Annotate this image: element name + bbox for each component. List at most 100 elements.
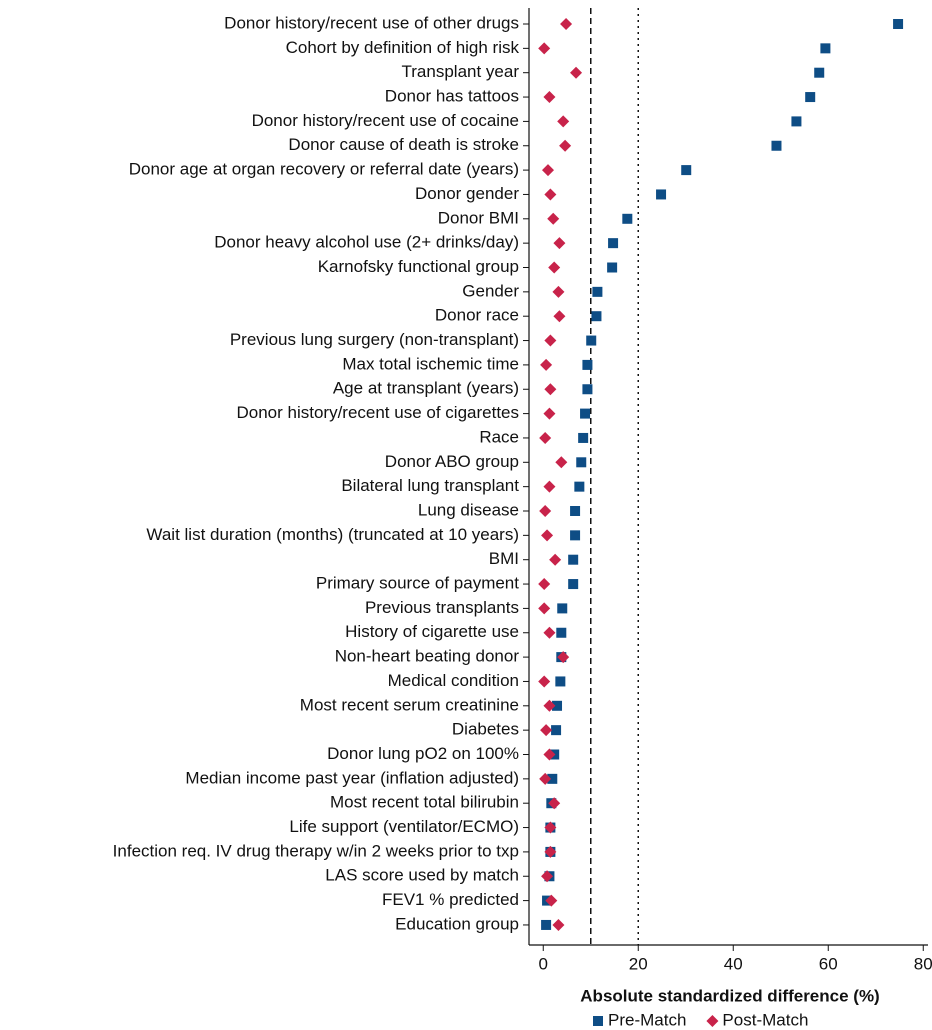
y-tick-label: Most recent serum creatinine (300, 695, 519, 714)
post-match-point (559, 139, 572, 152)
y-tick-label: Life support (ventilator/ECMO) (289, 817, 519, 836)
pre-match-point (820, 43, 831, 54)
pre-match-point (582, 384, 593, 395)
y-tick-label: Wait list duration (months) (truncated a… (146, 525, 519, 544)
pre-match-point (568, 554, 579, 565)
post-match-point (543, 699, 556, 712)
post-match-point (549, 553, 562, 566)
post-match-point (547, 212, 560, 225)
post-match-point (538, 675, 551, 688)
pre-match-point (556, 627, 567, 638)
post-match-point (544, 845, 557, 858)
pre-match-point (805, 92, 816, 103)
post-match-point (555, 456, 568, 469)
x-tick-label: 0 (539, 954, 548, 973)
y-tick-label: Donor history/recent use of cigarettes (236, 403, 519, 422)
post-match-point (543, 748, 556, 761)
pre-match-point (893, 19, 904, 29)
y-tick-label: Previous transplants (365, 598, 519, 617)
pre-match-point (578, 432, 589, 443)
post-match-point (541, 870, 554, 883)
y-tick-label: FEV1 % predicted (382, 890, 519, 909)
y-tick-label: Primary source of payment (316, 574, 519, 593)
y-tick-label: Medical condition (388, 671, 519, 690)
y-tick-label: Bilateral lung transplant (341, 476, 519, 495)
y-tick-label: BMI (489, 549, 519, 568)
post-match-point (543, 91, 556, 104)
post-match-point (553, 310, 566, 323)
pre-match-point (557, 603, 568, 614)
pre-match-point (547, 773, 558, 784)
post-match-point (552, 285, 565, 298)
post-match-point (544, 188, 557, 201)
pre-match-point (656, 189, 667, 200)
x-tick-label: 40 (724, 954, 743, 973)
post-match-point (544, 383, 557, 396)
post-match-point (553, 237, 566, 250)
y-tick-label: Donor history/recent use of other drugs (224, 13, 519, 32)
y-tick-label: Diabetes (452, 720, 519, 739)
pre-match-point (607, 262, 618, 273)
post-match-point (540, 724, 553, 737)
pre-match-point (555, 676, 566, 687)
post-match-point (543, 407, 556, 420)
y-tick-label: Age at transplant (years) (333, 379, 519, 398)
post-match-point (544, 334, 557, 347)
y-tick-label: LAS score used by match (325, 866, 519, 885)
y-tick-label: Education group (395, 914, 519, 933)
post-match-point (548, 797, 561, 810)
y-tick-label: Karnofsky functional group (318, 257, 519, 276)
y-tick-label: Race (479, 427, 519, 446)
post-match-point (544, 821, 557, 834)
y-tick-label: Cohort by definition of high risk (286, 38, 520, 57)
y-tick-label: Gender (462, 281, 519, 300)
post-match-point (540, 358, 553, 371)
pre-match-point (814, 67, 825, 78)
y-tick-label: Donor gender (415, 184, 519, 203)
post-match-point (557, 651, 570, 664)
y-tick-label: Donor age at organ recovery or referral … (129, 160, 519, 179)
post-match-point (539, 772, 552, 785)
post-match-point (560, 18, 573, 30)
pre-match-point (582, 359, 593, 370)
y-tick-label: Transplant year (402, 62, 520, 81)
pre-match-point (622, 213, 633, 224)
y-tick-label: Donor race (435, 306, 519, 325)
x-axis-label: Absolute standardized difference (%) (580, 986, 879, 1005)
post-match-point (538, 42, 551, 55)
y-tick-label: Non-heart beating donor (335, 647, 520, 666)
post-match-point (557, 115, 570, 128)
legend-label: Post-Match (722, 1010, 808, 1029)
pre-match-point (608, 238, 619, 249)
post-match-point (541, 529, 554, 542)
y-tick-label: Lung disease (418, 500, 519, 519)
pre-match-point (541, 919, 552, 930)
x-tick-label: 60 (819, 954, 838, 973)
post-match-point (543, 626, 556, 639)
y-tick-label: Donor history/recent use of cocaine (252, 111, 519, 130)
y-tick-label: Donor has tattoos (385, 87, 519, 106)
pre-match-point (570, 530, 581, 541)
x-tick-label: 20 (629, 954, 648, 973)
pre-match-point (580, 408, 591, 419)
pre-match-point (771, 140, 782, 151)
y-tick-label: Donor BMI (438, 208, 519, 227)
post-match-point (545, 894, 558, 907)
pre-match-point (570, 506, 581, 516)
pre-match-point (552, 700, 563, 711)
post-match-point (548, 261, 561, 274)
post-match-point (538, 578, 551, 591)
pre-match-point (576, 457, 587, 468)
y-tick-label: Donor ABO group (385, 452, 519, 471)
pre-match-point (574, 481, 585, 492)
post-match-point (552, 918, 565, 931)
pre-match-point (551, 725, 562, 736)
pre-match-point (591, 311, 602, 322)
y-tick-label: Previous lung surgery (non-transplant) (230, 330, 519, 349)
y-tick-label: Max total ischemic time (342, 354, 519, 373)
pre-match-point (592, 286, 603, 297)
legend-label: Pre-Match (608, 1010, 686, 1029)
post-match-point (542, 164, 554, 177)
y-tick-label: History of cigarette use (345, 622, 519, 641)
